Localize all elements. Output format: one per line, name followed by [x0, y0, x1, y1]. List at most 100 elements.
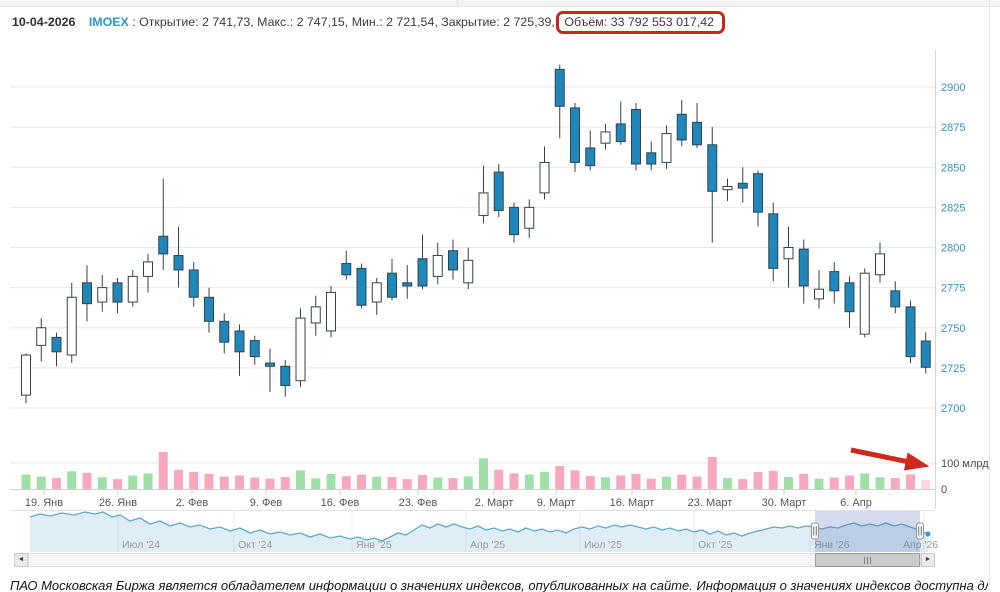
candle-body: [295, 317, 306, 382]
y-axis-label: 2725: [941, 363, 965, 375]
volume-bar: [707, 457, 717, 489]
volume-bar: [585, 476, 595, 489]
candle-body: [204, 296, 214, 322]
candle-body: [646, 152, 657, 165]
candle-body: [97, 287, 108, 303]
ohlc-stats: : Открытие: 2 741,73, Макс.: 2 747,15, М…: [132, 15, 555, 29]
candle-body: [631, 108, 641, 165]
navigator-label: Окт '25: [698, 539, 732, 551]
candle-body: [737, 182, 748, 189]
volume-bar: [341, 476, 351, 489]
candle-body: [615, 123, 626, 143]
navigator-label: Июл '25: [584, 539, 622, 551]
volume-bar: [372, 476, 382, 489]
volume-bar: [570, 470, 580, 489]
y-axis-label: 2900: [941, 82, 965, 94]
candle-body: [600, 131, 611, 144]
navigator-handle-right[interactable]: [916, 522, 924, 540]
candle-body: [387, 272, 397, 298]
navigator-label: Июл '24: [122, 539, 160, 551]
volume-bar: [433, 477, 443, 489]
candle-body: [280, 365, 291, 387]
candle-body: [249, 340, 260, 358]
x-axis-label: 9. Март: [537, 497, 576, 509]
volume-bar: [784, 477, 793, 489]
volume-bar: [814, 478, 824, 489]
volume-bar: [524, 474, 534, 489]
x-axis-label: 16. Март: [610, 497, 655, 509]
candle-body: [36, 327, 47, 346]
scrollbar-track[interactable]: [28, 553, 921, 567]
candle-body: [143, 261, 153, 277]
x-axis-label: 6. Апр: [840, 497, 872, 509]
scrollbar-right-arrow-icon[interactable]: ►: [921, 553, 935, 567]
volume-bar: [97, 477, 107, 489]
candle-body: [478, 192, 489, 216]
scrollbar-thumb[interactable]: [815, 553, 920, 567]
scrollbar-grip: [864, 556, 865, 564]
volume-bar: [67, 471, 77, 489]
x-axis-label: 26. Янв: [99, 497, 137, 509]
navigator-label: Янв '25: [356, 539, 392, 551]
volume-bar: [845, 475, 854, 489]
candle-body: [661, 133, 672, 163]
page-right-border: [989, 0, 990, 592]
candle-body: [570, 107, 580, 163]
y-axis-label: 2775: [941, 283, 965, 295]
volume-bar: [158, 452, 168, 489]
candle-body: [814, 288, 824, 300]
volume-bar: [509, 473, 519, 489]
volume-bar: [799, 473, 809, 489]
x-axis-label: 9. Фев: [250, 497, 283, 509]
candle-body: [219, 320, 230, 343]
volume-bar: [875, 477, 885, 489]
candle-body: [417, 258, 428, 287]
volume-bar: [326, 473, 336, 489]
volume-bar: [860, 473, 870, 489]
candle-body: [21, 354, 31, 396]
chart-plot-area[interactable]: [10, 55, 935, 489]
volume-bar: [82, 472, 92, 489]
x-axis-label: 2. Март: [475, 497, 514, 509]
navigator-selected-range[interactable]: [815, 511, 920, 552]
navigator-last-point-marker: [925, 531, 931, 537]
candle-body: [188, 269, 199, 298]
candle-body: [844, 282, 855, 313]
volume-bar: [463, 476, 473, 489]
navigator-handle-left[interactable]: [811, 522, 819, 540]
candle-body: [798, 248, 809, 287]
candle-body: [859, 272, 870, 335]
volume-bar: [768, 470, 778, 489]
top-strip: [0, 0, 1000, 7]
candle-body: [112, 282, 123, 303]
volume-bar: [113, 479, 122, 489]
candle-body: [66, 296, 77, 356]
volume-value-highlighted: Объём: 33 792 553 017,42: [556, 11, 726, 34]
x-axis-label: 19. Янв: [25, 497, 63, 509]
volume-bar: [540, 471, 549, 489]
x-axis-label: 23. Март: [688, 497, 733, 509]
volume-bar: [280, 477, 290, 489]
scrollbar-left-arrow-icon[interactable]: ◄: [14, 553, 28, 567]
volume-bar: [753, 472, 763, 489]
candle-body: [783, 247, 794, 260]
x-axis-label: 2. Фев: [176, 497, 209, 509]
x-axis-label: 30. Март: [762, 497, 807, 509]
candle-body: [753, 173, 763, 213]
candle-body: [127, 275, 138, 303]
candle-body: [310, 306, 321, 324]
candle-body: [524, 206, 535, 229]
y-axis-label: 2875: [941, 122, 965, 134]
symbol-link[interactable]: IMOEX: [88, 15, 129, 29]
navigator-label: Окт '24: [238, 539, 272, 551]
candle-body: [82, 282, 92, 305]
candle-body: [585, 147, 596, 167]
candle-body: [890, 290, 901, 308]
y-axis-label: 2800: [941, 243, 965, 255]
x-axis-label: 23. Фев: [399, 497, 438, 509]
volume-bar: [265, 478, 275, 489]
candle-body: [539, 161, 550, 194]
volume-bar: [692, 476, 702, 489]
volume-axis-label: 100 млрд: [941, 458, 989, 470]
volume-bar: [250, 477, 260, 489]
